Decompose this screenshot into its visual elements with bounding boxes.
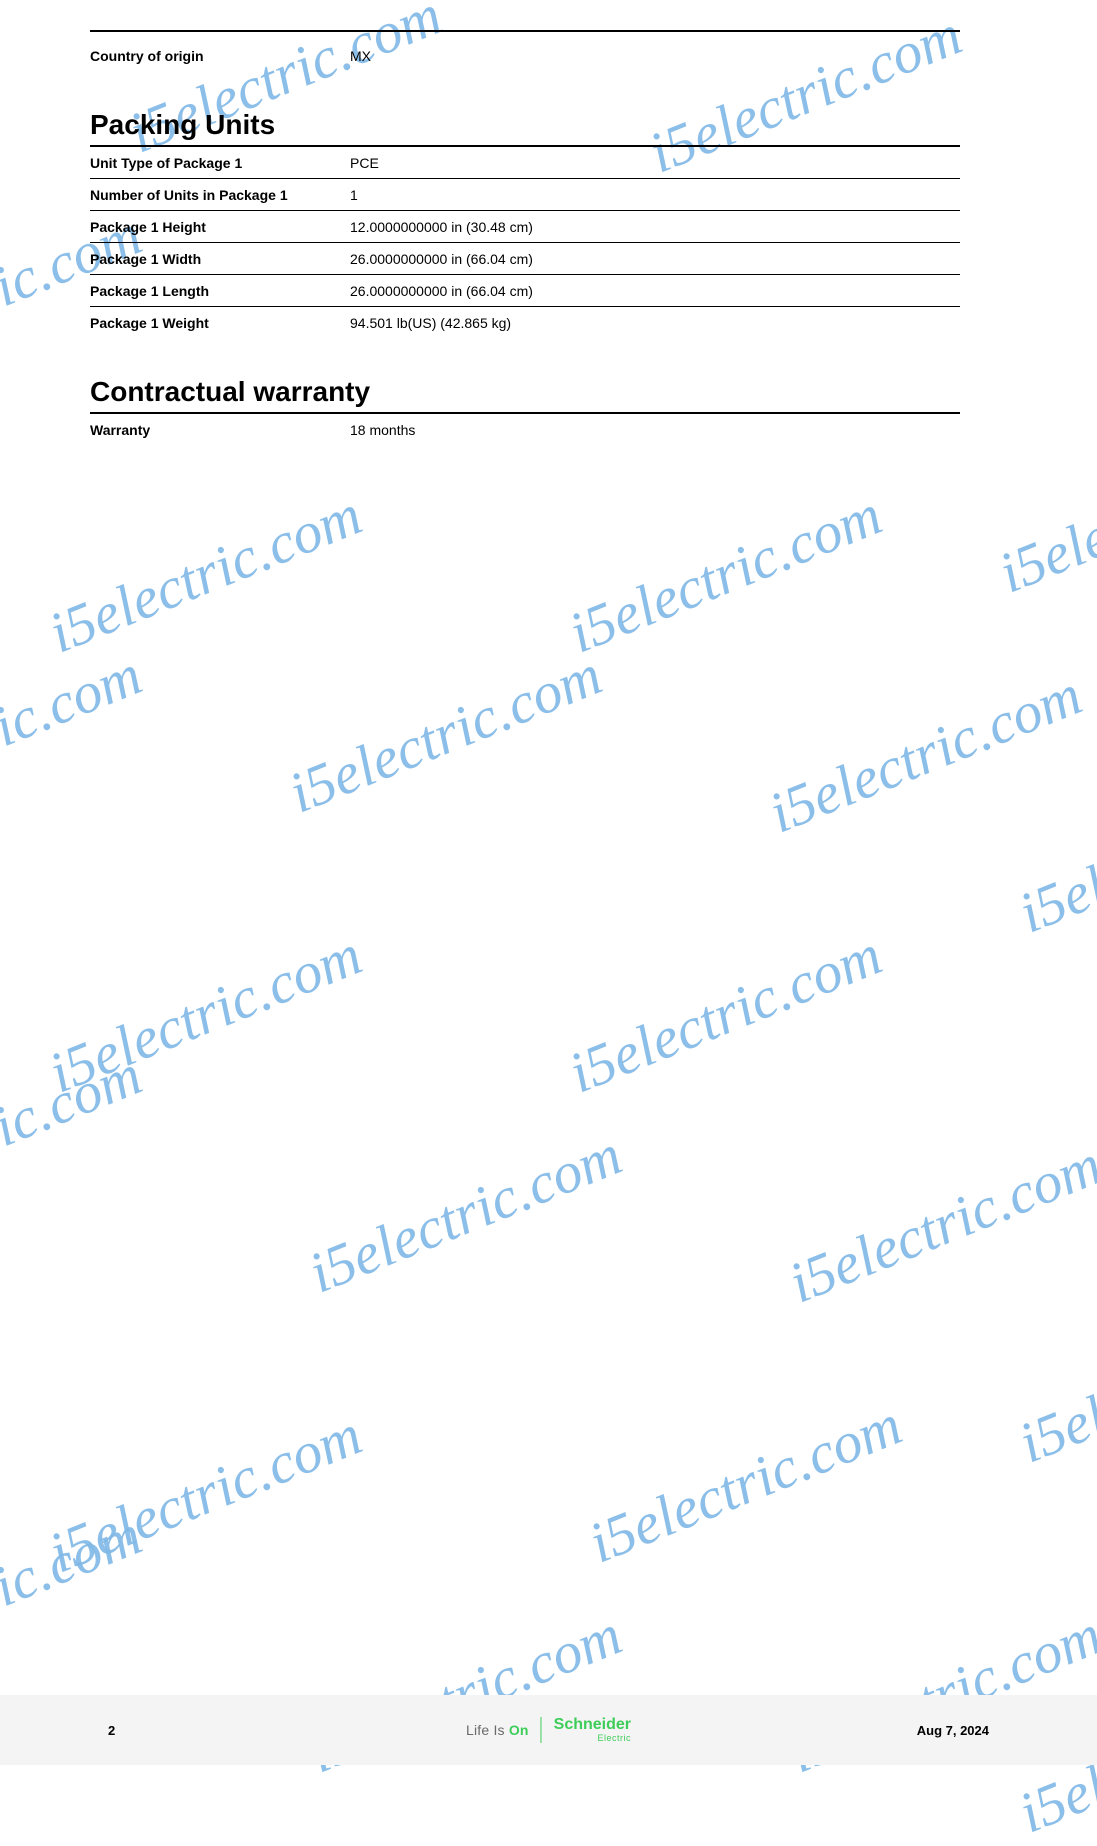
table-row: Unit Type of Package 1 PCE xyxy=(90,147,960,179)
watermark-text: i5electric.com xyxy=(279,641,610,827)
row-label: Country of origin xyxy=(90,48,350,64)
brand-logo: Schneider Electric xyxy=(554,1717,631,1743)
watermark-text: i5electric.com xyxy=(759,661,1090,847)
row-value: 94.501 lb(US) (42.865 kg) xyxy=(350,315,511,331)
table-row: Warranty 18 months xyxy=(90,414,960,445)
page-footer: 2 Life Is On Schneider Electric Aug 7, 2… xyxy=(0,1695,1097,1765)
watermark-text: i5electric.com xyxy=(1009,1291,1097,1477)
watermark-text: i5electric.com xyxy=(39,921,370,1107)
row-label: Warranty xyxy=(90,422,350,438)
row-value: 1 xyxy=(350,187,358,203)
brand-top: Schneider xyxy=(554,1717,631,1733)
watermark-text: i5electric.com xyxy=(0,1041,151,1227)
watermark-text: i5electric.com xyxy=(989,421,1097,607)
row-value: 18 months xyxy=(350,422,415,438)
section-warranty: Warranty 18 months xyxy=(90,414,960,445)
row-label: Unit Type of Package 1 xyxy=(90,155,350,171)
row-label: Package 1 Weight xyxy=(90,315,350,331)
footer-center: Life Is On Schneider Electric xyxy=(466,1717,631,1743)
row-value: MX xyxy=(350,48,371,64)
footer-date: Aug 7, 2024 xyxy=(917,1723,989,1738)
watermark-text: i5electric.com xyxy=(579,1391,910,1577)
watermark-text: i5electric.com xyxy=(39,481,370,667)
section-packing: Unit Type of Package 1 PCE Number of Uni… xyxy=(90,147,960,338)
watermark-text: i5electric.com xyxy=(299,1121,630,1307)
page-number: 2 xyxy=(108,1723,115,1738)
brand-bottom: Electric xyxy=(598,1734,632,1743)
section-title-packing: Packing Units xyxy=(90,109,960,147)
table-row: Package 1 Weight 94.501 lb(US) (42.865 k… xyxy=(90,307,960,338)
watermark-text: i5electric.com xyxy=(559,481,890,667)
table-row: Country of origin MX xyxy=(90,40,960,71)
watermark-text: i5electric.com xyxy=(39,1401,370,1587)
table-row: Package 1 Length 26.0000000000 in (66.04… xyxy=(90,275,960,307)
tagline-prefix: Life Is xyxy=(466,1722,509,1738)
row-value: 26.0000000000 in (66.04 cm) xyxy=(350,283,533,299)
row-value: PCE xyxy=(350,155,379,171)
footer-divider xyxy=(541,1717,542,1743)
watermark-text: i5electric.com xyxy=(559,921,890,1107)
row-label: Package 1 Width xyxy=(90,251,350,267)
tagline: Life Is On xyxy=(466,1722,529,1738)
row-label: Number of Units in Package 1 xyxy=(90,187,350,203)
watermark-text: i5electric.com xyxy=(1009,761,1097,947)
watermark-text: i5electric.com xyxy=(0,641,151,827)
tagline-on: On xyxy=(509,1722,529,1738)
top-rule xyxy=(90,30,960,32)
section-title-warranty: Contractual warranty xyxy=(90,376,960,414)
row-value: 26.0000000000 in (66.04 cm) xyxy=(350,251,533,267)
row-label: Package 1 Height xyxy=(90,219,350,235)
page-content: Country of origin MX Packing Units Unit … xyxy=(90,30,960,445)
section-origin: Country of origin MX xyxy=(90,40,960,71)
table-row: Package 1 Width 26.0000000000 in (66.04 … xyxy=(90,243,960,275)
row-label: Package 1 Length xyxy=(90,283,350,299)
table-row: Package 1 Height 12.0000000000 in (30.48… xyxy=(90,211,960,243)
watermark-text: i5electric.com xyxy=(779,1131,1097,1317)
watermark-text: i5electric.com xyxy=(0,1501,151,1687)
row-value: 12.0000000000 in (30.48 cm) xyxy=(350,219,533,235)
table-row: Number of Units in Package 1 1 xyxy=(90,179,960,211)
